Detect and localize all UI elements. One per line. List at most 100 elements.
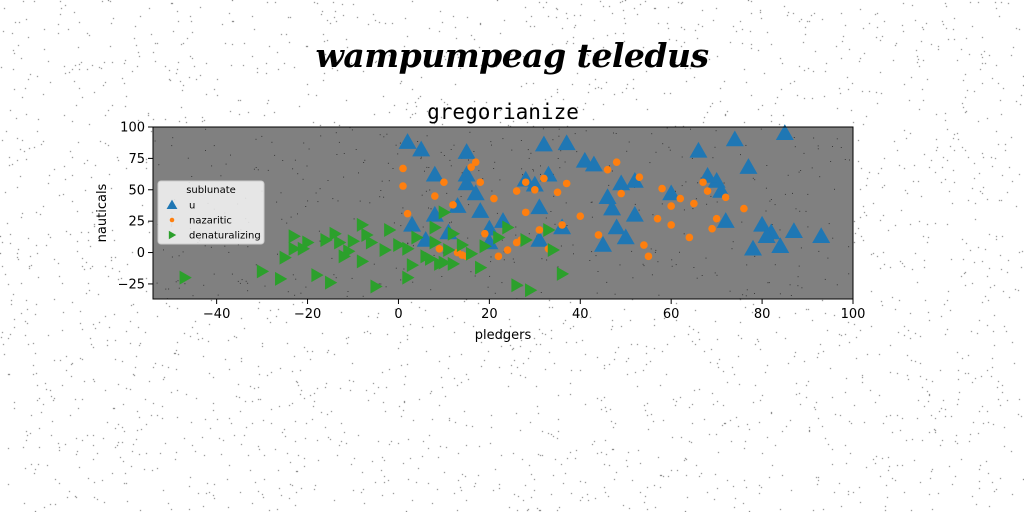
point-u: [744, 239, 762, 256]
x-tick-label: 20: [481, 307, 498, 322]
point-denaturalizing: [465, 246, 479, 261]
legend-marker-u: [166, 199, 178, 210]
point-denaturalizing: [456, 238, 470, 253]
x-tick-label: −40: [203, 307, 230, 322]
point-denaturalizing: [438, 255, 451, 270]
point-denaturalizing: [429, 235, 442, 250]
point-nazaritic: [653, 214, 662, 223]
point-u: [739, 158, 758, 174]
point-denaturalizing: [338, 249, 351, 264]
point-nazaritic: [712, 214, 721, 223]
point-denaturalizing: [356, 217, 370, 232]
point-nazaritic: [740, 204, 748, 213]
legend: sublunate u nazaritic denaturalizing: [157, 180, 265, 245]
point-denaturalizing: [329, 226, 342, 241]
point-nazaritic: [594, 231, 603, 239]
x-axis-label: pledgers: [475, 328, 532, 343]
point-denaturalizing: [356, 254, 370, 269]
series-nazaritic: [399, 158, 748, 261]
x-tick-label: −20: [294, 307, 321, 322]
point-denaturalizing: [379, 243, 392, 258]
point-denaturalizing: [547, 243, 560, 258]
y-tick-label: 25: [128, 215, 145, 230]
point-nazaritic: [435, 244, 444, 253]
point-denaturalizing: [288, 241, 301, 256]
point-u: [457, 143, 476, 159]
point-denaturalizing: [479, 239, 492, 254]
point-nazaritic: [503, 246, 512, 254]
chart-title: gregorianize: [427, 100, 579, 124]
point-denaturalizing: [556, 266, 570, 281]
point-u: [525, 175, 544, 192]
x-tick-label: 0: [394, 307, 402, 322]
point-u: [716, 212, 735, 228]
point-nazaritic: [658, 184, 666, 193]
point-denaturalizing: [320, 232, 333, 247]
point-denaturalizing: [502, 220, 515, 235]
point-denaturalizing: [429, 220, 442, 235]
point-denaturalizing: [493, 230, 506, 245]
point-u: [425, 165, 444, 182]
point-nazaritic: [535, 226, 544, 234]
point-denaturalizing: [347, 234, 360, 249]
point-nazaritic: [453, 248, 462, 257]
point-denaturalizing: [384, 222, 397, 237]
point-denaturalizing: [402, 241, 415, 256]
point-u: [616, 228, 635, 245]
point-nazaritic: [521, 178, 530, 187]
point-denaturalizing: [325, 275, 338, 290]
point-denaturalizing: [447, 226, 460, 241]
point-denaturalizing: [179, 270, 192, 285]
point-u: [457, 174, 476, 191]
point-nazaritic: [640, 241, 648, 249]
y-axis-ticks: −25 0 25 50 75 100: [118, 121, 153, 292]
x-tick-label: 40: [572, 307, 589, 322]
point-nazaritic: [476, 178, 485, 187]
point-nazaritic: [403, 209, 412, 218]
point-u: [775, 124, 794, 141]
point-denaturalizing: [411, 230, 424, 245]
point-nazaritic: [644, 252, 653, 261]
point-denaturalizing: [475, 260, 488, 275]
point-nazaritic: [685, 233, 694, 242]
point-denaturalizing: [406, 258, 420, 273]
legend-box: [157, 180, 265, 245]
point-nazaritic: [531, 185, 539, 194]
point-nazaritic: [635, 173, 644, 182]
point-nazaritic: [703, 187, 712, 195]
point-nazaritic: [676, 194, 685, 203]
point-nazaritic: [512, 187, 521, 195]
x-tick-label: 100: [841, 307, 866, 322]
y-tick-label: 100: [120, 121, 145, 136]
point-u: [612, 174, 631, 191]
point-u: [412, 140, 431, 157]
point-denaturalizing: [520, 232, 533, 247]
point-nazaritic: [521, 208, 530, 217]
point-denaturalizing: [311, 268, 324, 283]
point-u: [448, 197, 467, 213]
point-u: [398, 133, 417, 149]
point-denaturalizing: [288, 229, 301, 244]
point-u: [534, 135, 553, 152]
figure-suptitle: wampumpeag teledus: [315, 36, 709, 75]
point-denaturalizing: [393, 238, 406, 253]
point-denaturalizing: [447, 256, 460, 271]
point-u: [625, 171, 644, 188]
point-denaturalizing: [297, 241, 310, 256]
point-u: [725, 130, 744, 147]
point-denaturalizing: [370, 279, 383, 294]
point-denaturalizing: [420, 249, 433, 264]
point-nazaritic: [399, 182, 407, 190]
legend-marker-nazaritic: [169, 217, 175, 223]
point-u: [662, 184, 681, 201]
plot-frame: [152, 126, 854, 300]
point-denaturalizing: [402, 270, 415, 285]
point-denaturalizing: [361, 227, 374, 242]
point-denaturalizing: [279, 250, 292, 265]
point-nazaritic: [490, 194, 498, 203]
point-u: [557, 134, 576, 151]
point-nazaritic: [667, 202, 675, 210]
point-u: [784, 222, 803, 238]
point-denaturalizing: [334, 235, 347, 250]
point-nazaritic: [708, 224, 716, 233]
